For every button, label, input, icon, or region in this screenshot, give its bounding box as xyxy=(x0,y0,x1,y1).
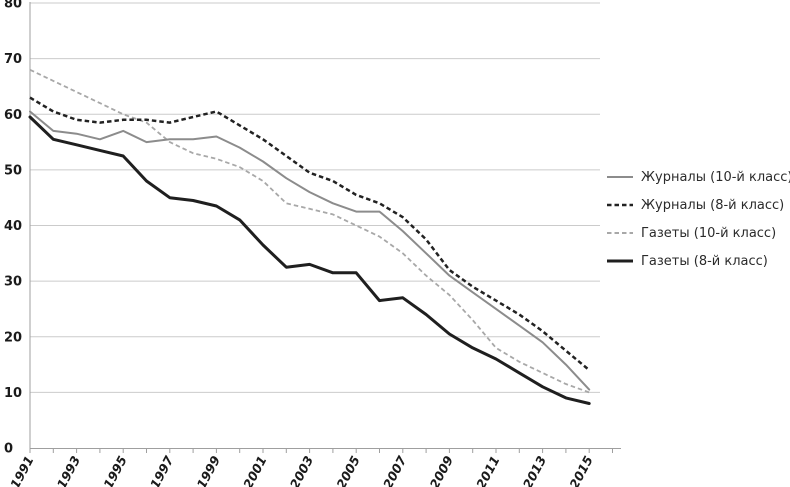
y-tick-label: 20 xyxy=(4,330,22,345)
x-tick-label: 2003 xyxy=(287,453,317,487)
legend-item-zhurnaly-8-klass: Журналы (8-й класс) xyxy=(607,191,790,219)
x-tick-label: 2001 xyxy=(240,453,270,487)
legend-item-gazety-8-klass: Газеты (8-й класс) xyxy=(607,247,790,275)
series-line-3 xyxy=(28,115,591,405)
x-tick-label: 1999 xyxy=(193,453,223,487)
x-tick-label: 2013 xyxy=(520,453,550,487)
series-line-1 xyxy=(29,96,590,372)
series-line-2 xyxy=(29,68,590,394)
x-tick-label: 1993 xyxy=(54,453,84,487)
y-tick-label: 60 xyxy=(4,108,22,123)
legend-item-zhurnaly-10-klass: Журналы (10-й класс) xyxy=(607,163,790,191)
legend-item-gazety-10-klass: Газеты (10-й класс) xyxy=(607,219,790,247)
legend-label-gazety-8-klass: Газеты (8-й класс) xyxy=(641,253,768,269)
legend-swatch-zhurnaly-8-klass xyxy=(607,203,633,207)
legend-label-zhurnaly-8-klass: Журналы (8-й класс) xyxy=(641,197,785,213)
legend: Журналы (10-й класс) Журналы (8-й класс)… xyxy=(607,163,790,275)
legend-label-zhurnaly-10-klass: Журналы (10-й класс) xyxy=(641,169,790,185)
x-tick-label: 1995 xyxy=(100,453,130,487)
x-tick-label: 2015 xyxy=(566,453,596,487)
series-line-0 xyxy=(29,110,591,391)
y-tick-label: 30 xyxy=(4,275,22,290)
y-tick-label: 80 xyxy=(4,0,22,12)
y-tick-label: 40 xyxy=(4,219,22,234)
y-tick-label: 50 xyxy=(4,163,22,178)
legend-swatch-gazety-8-klass xyxy=(607,259,633,263)
x-tick-label: 2007 xyxy=(380,453,410,487)
y-tick-label: 0 xyxy=(4,442,13,457)
legend-swatch-zhurnaly-10-klass xyxy=(607,176,633,178)
y-tick-label: 10 xyxy=(4,386,22,401)
x-tick-label: 1991 xyxy=(7,453,37,487)
x-tick-label: 2009 xyxy=(426,453,456,487)
x-tick-label: 2011 xyxy=(473,453,503,487)
legend-swatch-gazety-10-klass xyxy=(607,232,633,234)
legend-label-gazety-10-klass: Газеты (10-й класс) xyxy=(641,225,777,241)
x-tick-label: 2005 xyxy=(333,453,363,487)
x-tick-label: 1997 xyxy=(147,453,177,487)
y-tick-label: 70 xyxy=(4,52,22,67)
